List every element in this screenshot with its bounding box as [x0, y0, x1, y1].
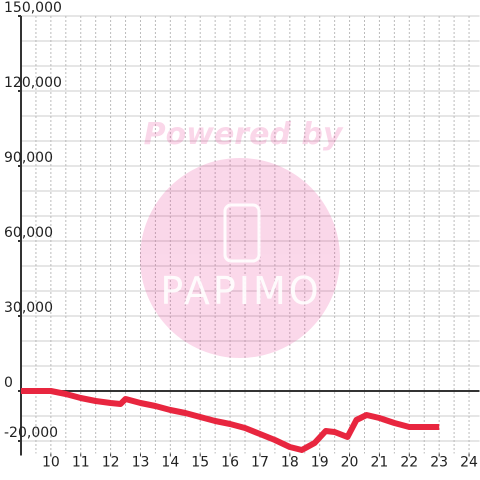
x-tick-label: 24 [460, 455, 478, 471]
y-tick-label: 60,000 [4, 225, 53, 241]
y-tick-label: 90,000 [4, 150, 53, 166]
x-tick-label: 23 [430, 455, 448, 471]
x-tick-label: 18 [281, 455, 299, 471]
y-tick-label: 150,000 [4, 0, 62, 16]
watermark: Powered by [140, 117, 344, 358]
x-tick-label: 12 [102, 455, 120, 471]
x-tick-label: 19 [311, 455, 329, 471]
x-tick-label: 16 [221, 455, 239, 471]
y-tick-label: 30,000 [4, 300, 53, 316]
x-tick-label: 14 [161, 455, 179, 471]
watermark-logo: PAPIMO [160, 203, 321, 313]
y-tick-label: -20,000 [4, 425, 58, 441]
x-tick-label: 17 [251, 455, 269, 471]
watermark-circle [140, 158, 340, 358]
x-tick-label: 11 [72, 455, 90, 471]
x-tick-label: 20 [341, 455, 359, 471]
x-tick-label: 21 [371, 455, 389, 471]
line-series [21, 388, 440, 453]
x-tick-label: 15 [191, 455, 209, 471]
x-tick-label: 10 [42, 455, 60, 471]
x-tick-label: 13 [132, 455, 150, 471]
watermark-phone [223, 203, 261, 263]
watermark-text: Powered by [144, 117, 344, 152]
grid [21, 15, 480, 454]
y-tick-label: 120,000 [4, 75, 62, 91]
x-tick-label: 22 [400, 455, 418, 471]
y-tick-label: 0 [4, 375, 13, 391]
watermark-logo-text: PAPIMO [160, 269, 321, 313]
